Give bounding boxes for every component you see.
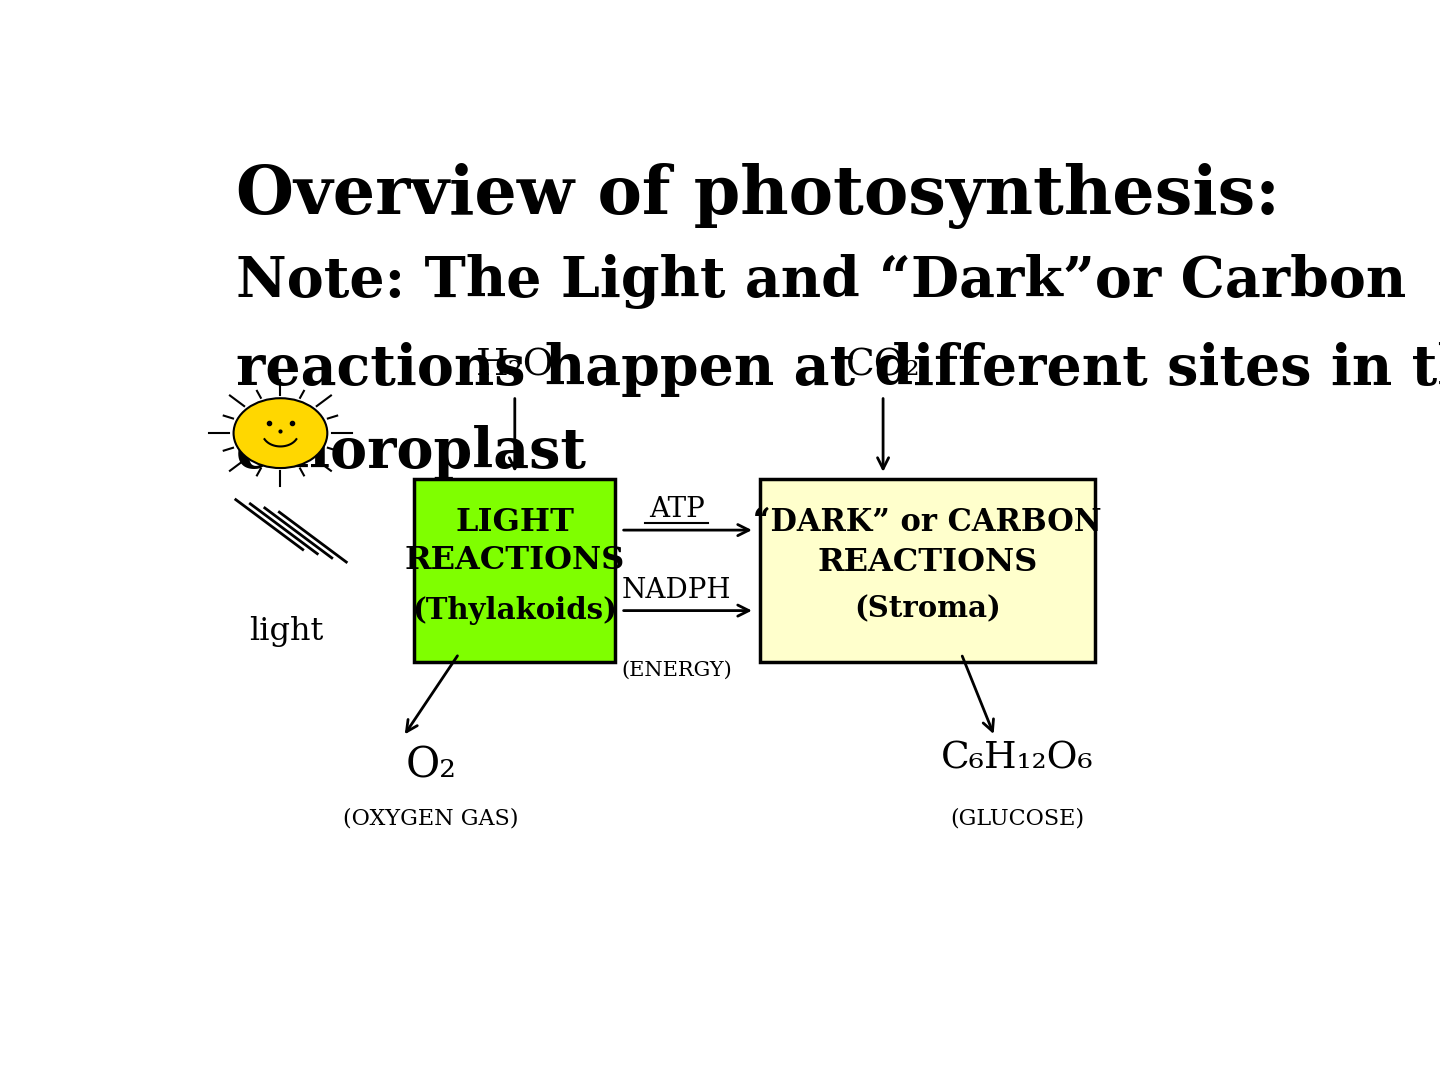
Text: LIGHT: LIGHT [455,507,575,538]
Text: chloroplast: chloroplast [236,424,588,480]
Text: H₂O: H₂O [475,348,554,383]
Text: C₆H₁₂O₆: C₆H₁₂O₆ [940,741,1093,777]
Text: “DARK” or CARBON: “DARK” or CARBON [753,507,1102,538]
Text: (OXYGEN GAS): (OXYGEN GAS) [343,808,518,829]
FancyBboxPatch shape [760,478,1096,662]
Text: (Stroma): (Stroma) [854,594,1001,623]
Text: reactions happen at different sites in the: reactions happen at different sites in t… [236,341,1440,396]
Text: REACTIONS: REACTIONS [405,545,625,576]
Text: (ENERGY): (ENERGY) [621,661,732,679]
Text: NADPH: NADPH [622,577,732,604]
Text: light: light [249,616,323,647]
Circle shape [233,399,327,468]
Text: REACTIONS: REACTIONS [818,546,1038,578]
Text: (Thylakoids): (Thylakoids) [412,596,618,624]
FancyBboxPatch shape [415,478,615,662]
Text: Overview of photosynthesis:: Overview of photosynthesis: [236,163,1280,229]
Text: (GLUCOSE): (GLUCOSE) [950,808,1084,829]
Text: CO₂: CO₂ [845,348,920,383]
Text: O₂: O₂ [406,745,456,787]
Text: Note: The Light and “Dark”or Carbon: Note: The Light and “Dark”or Carbon [236,255,1405,309]
Text: ATP: ATP [649,497,704,524]
